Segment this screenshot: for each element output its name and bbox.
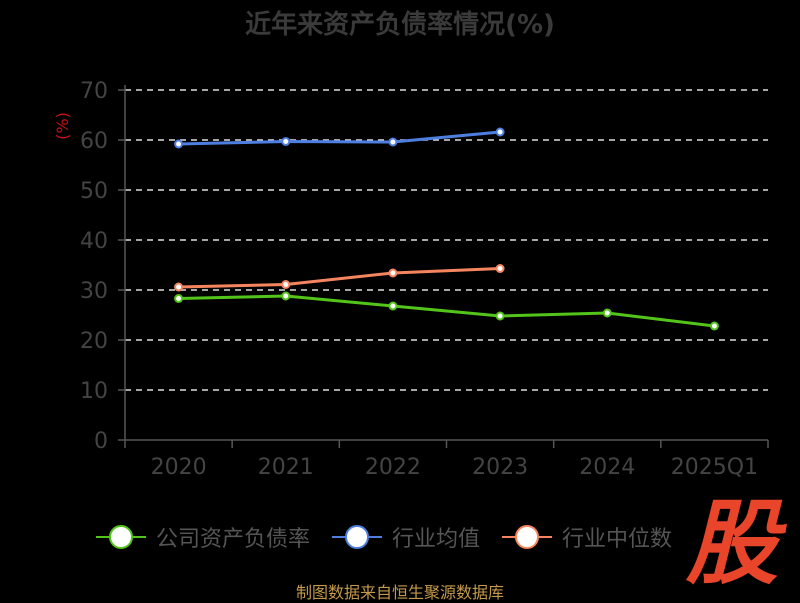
data-point [174,282,184,292]
x-tick-label: 2025Q1 [671,455,758,480]
y-tick-label: 40 [80,229,108,254]
data-point [495,264,505,273]
data-source-note: 制图数据来自恒生聚源数据库 [295,583,504,602]
series-line-1 [178,130,501,146]
x-tick-label: 2020 [151,455,207,480]
legend-item-industry-mean[interactable]: 行业均值 [332,521,480,553]
y-axis-label: (%) [53,112,72,140]
x-tick-label: 2024 [579,455,635,480]
data-point [281,280,291,289]
legend: 公司资产负债率 行业均值 行业中位数 [96,519,694,555]
y-tick-label: 70 [80,79,108,104]
y-tick-label: 30 [80,279,108,304]
x-tick-label: 2023 [472,455,528,480]
data-point [174,139,184,149]
x-tick-label: 2022 [365,455,421,480]
legend-marker-icon [96,524,146,550]
axes [118,85,769,448]
legend-item-industry-median[interactable]: 行业中位数 [502,521,672,553]
data-point [388,301,398,311]
series-line-0 [178,294,715,328]
x-tick-label: 2021 [258,455,314,480]
data-point [281,291,291,301]
legend-item-company[interactable]: 公司资产负债率 [96,521,310,553]
legend-marker-icon [332,524,383,550]
data-point [495,127,505,137]
data-point [495,311,505,321]
legend-label-industry-median: 行业中位数 [562,527,673,552]
data-point [174,294,184,303]
chart-title: 近年来资产负债率情况(%) [245,10,555,40]
grid-lines [125,89,768,391]
series-lines [174,127,719,331]
y-tick-label: 0 [94,429,108,454]
logo-watermark: 股 [686,490,778,597]
y-tick-label: 60 [80,129,108,154]
data-point [388,137,398,147]
data-point [602,308,612,318]
legend-label-industry-mean: 行业均值 [392,527,481,552]
tick-labels: 0 10 20 30 40 50 60 70 2020 2021 2022 2023 2024 2025Q… [53,79,758,480]
data-point [281,137,291,146]
y-tick-label: 50 [80,179,108,204]
legend-label-company: 公司资产负债率 [156,527,311,552]
data-point [709,321,719,331]
y-tick-label: 20 [80,329,108,354]
y-tick-label: 10 [80,379,108,404]
legend-marker-icon [502,524,553,550]
series-line-2 [178,267,501,289]
data-point [388,268,398,278]
